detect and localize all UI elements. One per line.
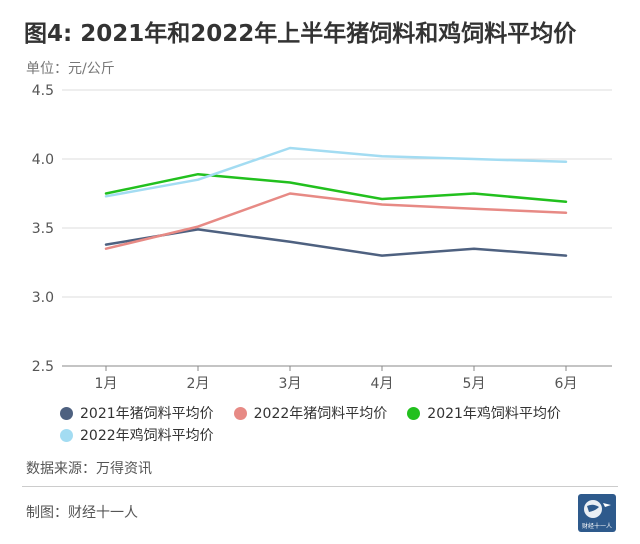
y-tick-label: 3.5: [32, 221, 54, 237]
legend-label: 2021年猪饲料平均价: [80, 406, 214, 422]
legend-label: 2022年猪饲料平均价: [253, 406, 388, 422]
legend-marker: [60, 406, 73, 420]
legend-marker: [407, 406, 421, 420]
line-chart: 2.5 3.0 3.5 4.0 4.5 1月 2月 3月 4月 5月 6月: [32, 83, 612, 392]
y-tick-label: 4.0: [32, 152, 54, 168]
legend-item: 2021年鸡饲料平均价: [407, 402, 561, 424]
series-line-2: [104, 192, 568, 250]
y-tick-label: 2.5: [32, 359, 54, 375]
chart-credit: 制图：财经十一人: [26, 505, 138, 521]
data-source: 数据来源：万得资讯: [26, 461, 152, 477]
y-tick-label: 3.0: [32, 290, 54, 306]
logo-text: 财经十一人: [581, 523, 612, 530]
chart-title: 图4: 2021年和2022年上半年猪饲料和鸡饲料平均价: [24, 21, 577, 47]
legend-item: 2021年猪饲料平均价: [60, 402, 214, 424]
x-tick-label: 6月: [555, 376, 578, 392]
x-tick-label: 5月: [463, 376, 486, 392]
legend-marker: [233, 406, 247, 420]
x-tick-label: 3月: [279, 376, 302, 392]
y-tick-label: 4.5: [32, 83, 54, 99]
publisher-logo: 财经十一人: [578, 494, 616, 532]
x-tick-label: 2月: [187, 376, 210, 392]
series-line-1: [104, 228, 568, 257]
footer-divider: [22, 486, 618, 487]
legend-label: 2022年鸡饲料平均价: [80, 428, 214, 444]
x-tick-label: 4月: [371, 376, 394, 392]
legend-label: 2021年鸡饲料平均价: [427, 406, 561, 422]
globe-icon: [584, 500, 611, 518]
unit-label: 单位：元/公斤: [26, 61, 115, 77]
x-tick-label: 1月: [95, 376, 118, 392]
legend-item: 2022年鸡饲料平均价: [60, 424, 214, 446]
series-line-4: [104, 146, 568, 198]
legend-marker: [60, 428, 73, 442]
series-line-3: [104, 172, 568, 204]
chart-legend: 2021年猪饲料平均价 2022年猪饲料平均价 2021年鸡饲料平均价 2022年鸡饲…: [60, 402, 620, 446]
legend-item: 2022年猪饲料平均价: [233, 402, 388, 424]
